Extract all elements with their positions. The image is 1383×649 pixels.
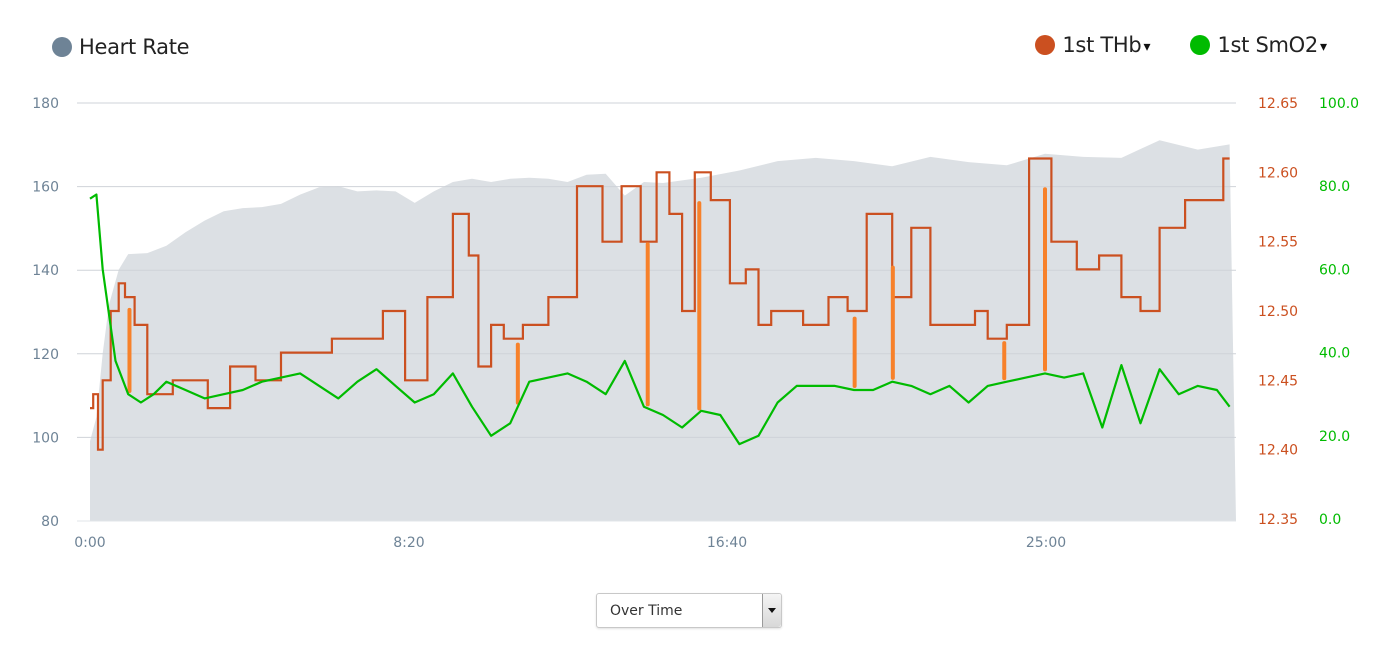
x-axis-time: 0:00 8:20 16:40 25:00 xyxy=(74,535,1066,551)
thb-axis-tick: 12.55 xyxy=(1258,235,1298,251)
heart-rate-dot-icon xyxy=(52,37,72,57)
legend-heart-rate-label: Heart Rate xyxy=(79,35,190,59)
x-axis-tick: 8:20 xyxy=(393,535,424,551)
left-axis-heart-rate: 180 160 140 120 100 80 xyxy=(32,96,59,530)
legend-smo2-dropdown[interactable]: 1st SmO2 ▾ xyxy=(1190,33,1327,57)
smo2-axis-tick: 40.0 xyxy=(1319,346,1350,362)
view-mode-value: Over Time xyxy=(610,603,683,619)
caret-down-icon: ▾ xyxy=(1143,39,1151,55)
smo2-axis-tick: 20.0 xyxy=(1319,429,1350,445)
thb-axis-tick: 12.50 xyxy=(1258,304,1298,320)
smo2-axis-tick: 60.0 xyxy=(1319,262,1350,278)
heart-rate-area xyxy=(90,140,1236,521)
thb-line xyxy=(90,157,1230,451)
x-axis-tick: 16:40 xyxy=(707,535,747,551)
thb-axis-tick: 12.35 xyxy=(1258,512,1298,528)
view-mode-select[interactable]: Over Time xyxy=(596,593,782,628)
smo2-axis-tick: 80.0 xyxy=(1319,179,1350,195)
x-axis-tick: 0:00 xyxy=(74,535,105,551)
smo2-axis-tick: 0.0 xyxy=(1319,512,1341,528)
legend-smo2-label: 1st SmO2 xyxy=(1217,33,1318,57)
caret-down-icon: ▾ xyxy=(1319,39,1327,55)
smo2-dot-icon xyxy=(1190,35,1211,55)
right-axis-thb: 12.65 12.60 12.55 12.50 12.45 12.40 12.35 xyxy=(1258,96,1298,528)
legend-right-group: 1st THb ▾ 1st SmO2 ▾ xyxy=(1035,33,1327,57)
thb-dot-icon xyxy=(1035,35,1056,55)
thb-axis-tick: 12.45 xyxy=(1258,373,1298,389)
chevron-down-icon[interactable] xyxy=(762,594,781,627)
left-axis-tick: 180 xyxy=(32,96,59,112)
legend-heart-rate[interactable]: Heart Rate xyxy=(52,35,190,59)
left-axis-tick: 120 xyxy=(32,347,59,363)
left-axis-tick: 80 xyxy=(41,514,59,530)
legend-thb-dropdown[interactable]: 1st THb ▾ xyxy=(1035,33,1150,57)
event-markers xyxy=(127,187,1047,411)
right-axis-smo2: 100.0 80.0 60.0 40.0 20.0 0.0 xyxy=(1319,96,1359,528)
left-axis-tick: 140 xyxy=(32,263,59,279)
thb-axis-tick: 12.65 xyxy=(1258,96,1298,112)
legend-thb-label: 1st THb xyxy=(1062,33,1142,57)
smo2-line xyxy=(89,193,1231,446)
x-axis-tick: 25:00 xyxy=(1026,535,1066,551)
thb-axis-tick: 12.60 xyxy=(1258,165,1298,181)
left-axis-tick: 160 xyxy=(32,180,59,196)
smo2-axis-tick: 100.0 xyxy=(1319,96,1359,112)
thb-axis-tick: 12.40 xyxy=(1258,443,1298,459)
left-axis-tick: 100 xyxy=(32,430,59,446)
